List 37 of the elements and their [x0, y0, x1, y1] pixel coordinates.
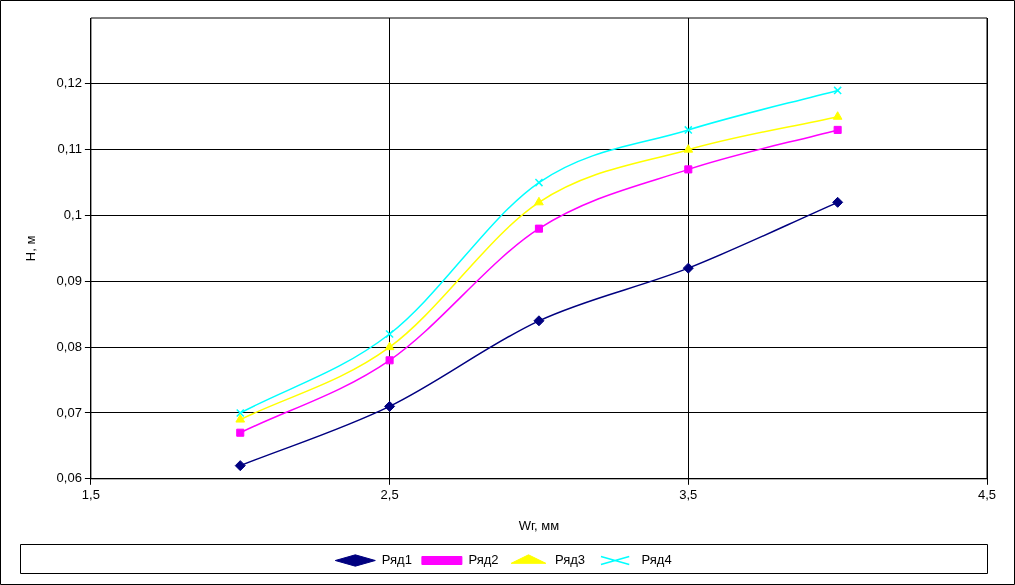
point: [833, 86, 842, 95]
y-tick-label: 0,08: [56, 338, 82, 354]
point: [683, 144, 694, 153]
legend-label: Ряд4: [641, 552, 672, 568]
point: [832, 196, 844, 208]
y-tick-label: 0,06: [56, 470, 82, 486]
y-tick-label: 0,09: [56, 272, 82, 288]
point: [235, 414, 246, 423]
point: [534, 224, 543, 233]
y-tick-label: 0,1: [63, 207, 82, 223]
point: [533, 315, 545, 327]
point: [534, 178, 544, 187]
point: [534, 196, 544, 206]
x-tick-label: 3,5: [679, 487, 698, 503]
x-tick-label: 1,5: [81, 487, 100, 503]
point: [236, 428, 245, 437]
x-tick-label: 2,5: [380, 487, 399, 503]
y-tick-label: 0,07: [56, 404, 82, 420]
point: [832, 111, 843, 120]
point: [833, 125, 842, 134]
y-axis-title: H, м: [23, 235, 39, 262]
point: [384, 400, 396, 412]
x-axis-title: Wг, мм: [518, 517, 560, 533]
point: [234, 460, 246, 472]
point: [682, 262, 694, 274]
legend-label: Ряд1: [381, 552, 412, 568]
point: [684, 165, 693, 174]
point: [385, 356, 394, 365]
y-tick-label: 0,11: [57, 141, 82, 157]
x-tick-label: 4,5: [977, 487, 997, 503]
point: [235, 408, 245, 418]
point: [385, 329, 394, 339]
legend-label: Ряд3: [555, 552, 586, 568]
legend-label: Ряд2: [468, 552, 499, 568]
point: [684, 125, 693, 135]
y-tick-label: 0,12: [56, 75, 82, 91]
point: [384, 341, 395, 351]
